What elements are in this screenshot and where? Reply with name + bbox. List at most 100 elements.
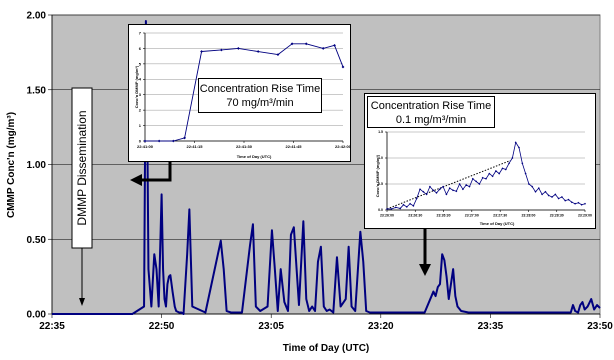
inset1-y-tick-label: 4: [139, 77, 142, 82]
inset1-x-tick-label: 22:41:15: [186, 144, 203, 149]
inset2-data-point: [435, 191, 438, 194]
inset1-x-tick-label: 22:42:00: [335, 144, 350, 149]
inset1-data-point: [200, 50, 203, 53]
inset2-arrow-head: [419, 264, 431, 276]
inset2-data-point: [498, 172, 501, 175]
inset2-rise-time-label: Concentration Rise Time 0.1 mg/m³/min: [367, 96, 495, 128]
inset2-data-point: [485, 177, 487, 180]
inset1-x-tick-label: 22:41:00: [137, 144, 154, 149]
inset1-data-point: [219, 48, 223, 52]
inset2-data-point: [428, 185, 431, 188]
inset2-data-point: [471, 177, 474, 180]
inset2-data-point: [452, 189, 454, 192]
inset2-data-point: [468, 185, 471, 188]
inset2-data-point: [580, 203, 583, 206]
inset1-y-tick-label: 6: [139, 46, 142, 51]
main-x-tick-label: 22:50: [149, 321, 175, 332]
inset2-series: [386, 141, 586, 210]
main-y-tick-label: 1.00: [27, 160, 47, 171]
inset2-data-point: [524, 172, 527, 175]
inset2-x-tick-label: 23:26:30: [437, 214, 451, 218]
inset1-data-point: [321, 47, 325, 50]
inset2-data-point: [419, 188, 421, 191]
inset2-data-point: [445, 193, 448, 196]
main-x-tick-label: 23:50: [587, 321, 613, 332]
inset2-data-point: [438, 188, 441, 191]
inset2-x-tick-label: 23:26:00: [380, 214, 394, 218]
inset2-data-point: [399, 207, 402, 210]
inset2-data-point: [574, 202, 577, 205]
inset2-x-tick-label: 23:29:00: [578, 214, 592, 218]
inset2-data-point: [402, 203, 405, 206]
inset1-ticks: 0 1 2 3 4 5 6 7 22:41:00 22:41:15 22:41:30 22:41:45…: [137, 30, 352, 149]
inset2-x-axis-label: Time of Day (UTC): [480, 221, 515, 226]
main-y-tick-label: 2.00: [27, 11, 47, 22]
inset2-chart: 0.0 0.5 1.0 1.5 23:26:00 23:26:30 23:26:30 23:2…: [375, 130, 592, 226]
inset1-data-point: [256, 50, 260, 53]
inset2-data-point: [577, 201, 580, 204]
inset1-data-point: [341, 65, 345, 69]
inset2-data-point: [560, 196, 563, 198]
inset2-data-point: [405, 205, 408, 208]
inset1-x-axis-label: Time of Day (UTC): [237, 154, 272, 159]
inset2-y-tick-label: 1.5: [378, 130, 383, 134]
inset2-data-point: [518, 146, 520, 149]
inset2-data-point: [511, 157, 514, 159]
inset2-data-point: [541, 193, 544, 196]
inset1-y-tick-label: 5: [139, 61, 142, 66]
main-series: [52, 19, 601, 315]
inset2-data-point: [461, 188, 464, 191]
inset2-data-point: [409, 202, 412, 205]
inset2-data-point: [448, 187, 451, 190]
inset2-data-point: [527, 183, 530, 185]
main-x-tick-label: 22:35: [39, 321, 65, 332]
inset2-y-tick-label: 1.0: [378, 156, 383, 160]
inset2-data-point: [465, 184, 468, 187]
inset2-data-point: [514, 141, 517, 144]
inset2-data-point: [415, 197, 418, 200]
inset2-data-point: [508, 162, 511, 165]
x-axis-label: Time of Day (UTC): [283, 343, 370, 354]
inset2-x-tick-label: 23:27:00: [465, 214, 479, 218]
inset2-trendline: [386, 160, 511, 210]
main-y-tick-label: 1.50: [27, 85, 47, 96]
inset1-arrow-shaft: [140, 162, 172, 182]
inset1-x-tick-label: 22:41:45: [285, 144, 302, 149]
inset2-data-point: [531, 185, 534, 188]
inset2-data-point: [564, 199, 567, 202]
inset2-data-point: [554, 193, 557, 196]
inset1-label-title: Concentration Rise Time: [199, 83, 321, 95]
inset2-data-point: [458, 183, 461, 185]
inset2-data-point: [537, 187, 540, 190]
inset1-label-value: 70 mg/m³/min: [226, 97, 294, 109]
inset1-chart: 0 1 2 3 4 5 6 7 22:41:00 22:41:15 22:41:30 22:41:45…: [134, 30, 352, 159]
inset2-data-point: [390, 207, 393, 210]
inset2-data-point: [422, 190, 425, 193]
inset2-label-value: 0.1 mg/m³/min: [395, 114, 467, 126]
inset1-data-point: [143, 139, 147, 143]
y-axis-label: CMMP Conc'n (mg/m³): [6, 112, 17, 218]
inset2-data-point: [475, 180, 478, 183]
inset2-x-tick-label: 23:28:00: [521, 214, 535, 218]
inset1-data-point: [171, 139, 175, 143]
inset2-y-axis-label: Conc'n DMMP (mg/m³): [375, 154, 380, 197]
inset2-data-point: [547, 194, 550, 197]
inset1-y-axis-label: Conc'n DMMP (mg/m³): [134, 65, 139, 108]
main-y-tick-label: 0.00: [27, 310, 47, 321]
inset2-x-tick-label: 23:26:30: [408, 214, 422, 218]
inset1-series-line-0: [145, 43, 344, 142]
main-series-line-0: [52, 19, 601, 315]
inset1-y-tick-label: 7: [139, 30, 142, 35]
inset2-data-point: [534, 190, 537, 193]
inset2-data-point: [584, 202, 586, 205]
inset1-data-point: [290, 42, 294, 46]
inset1-y-tick-label: 3: [139, 92, 142, 97]
inset1-data-point: [333, 43, 336, 47]
inset2-data-point: [504, 168, 507, 171]
inset1-data-point: [236, 47, 240, 50]
inset2-data-point: [394, 206, 397, 209]
inset2-data-point: [478, 183, 481, 185]
main-x-tick-label: 23:20: [368, 321, 394, 332]
